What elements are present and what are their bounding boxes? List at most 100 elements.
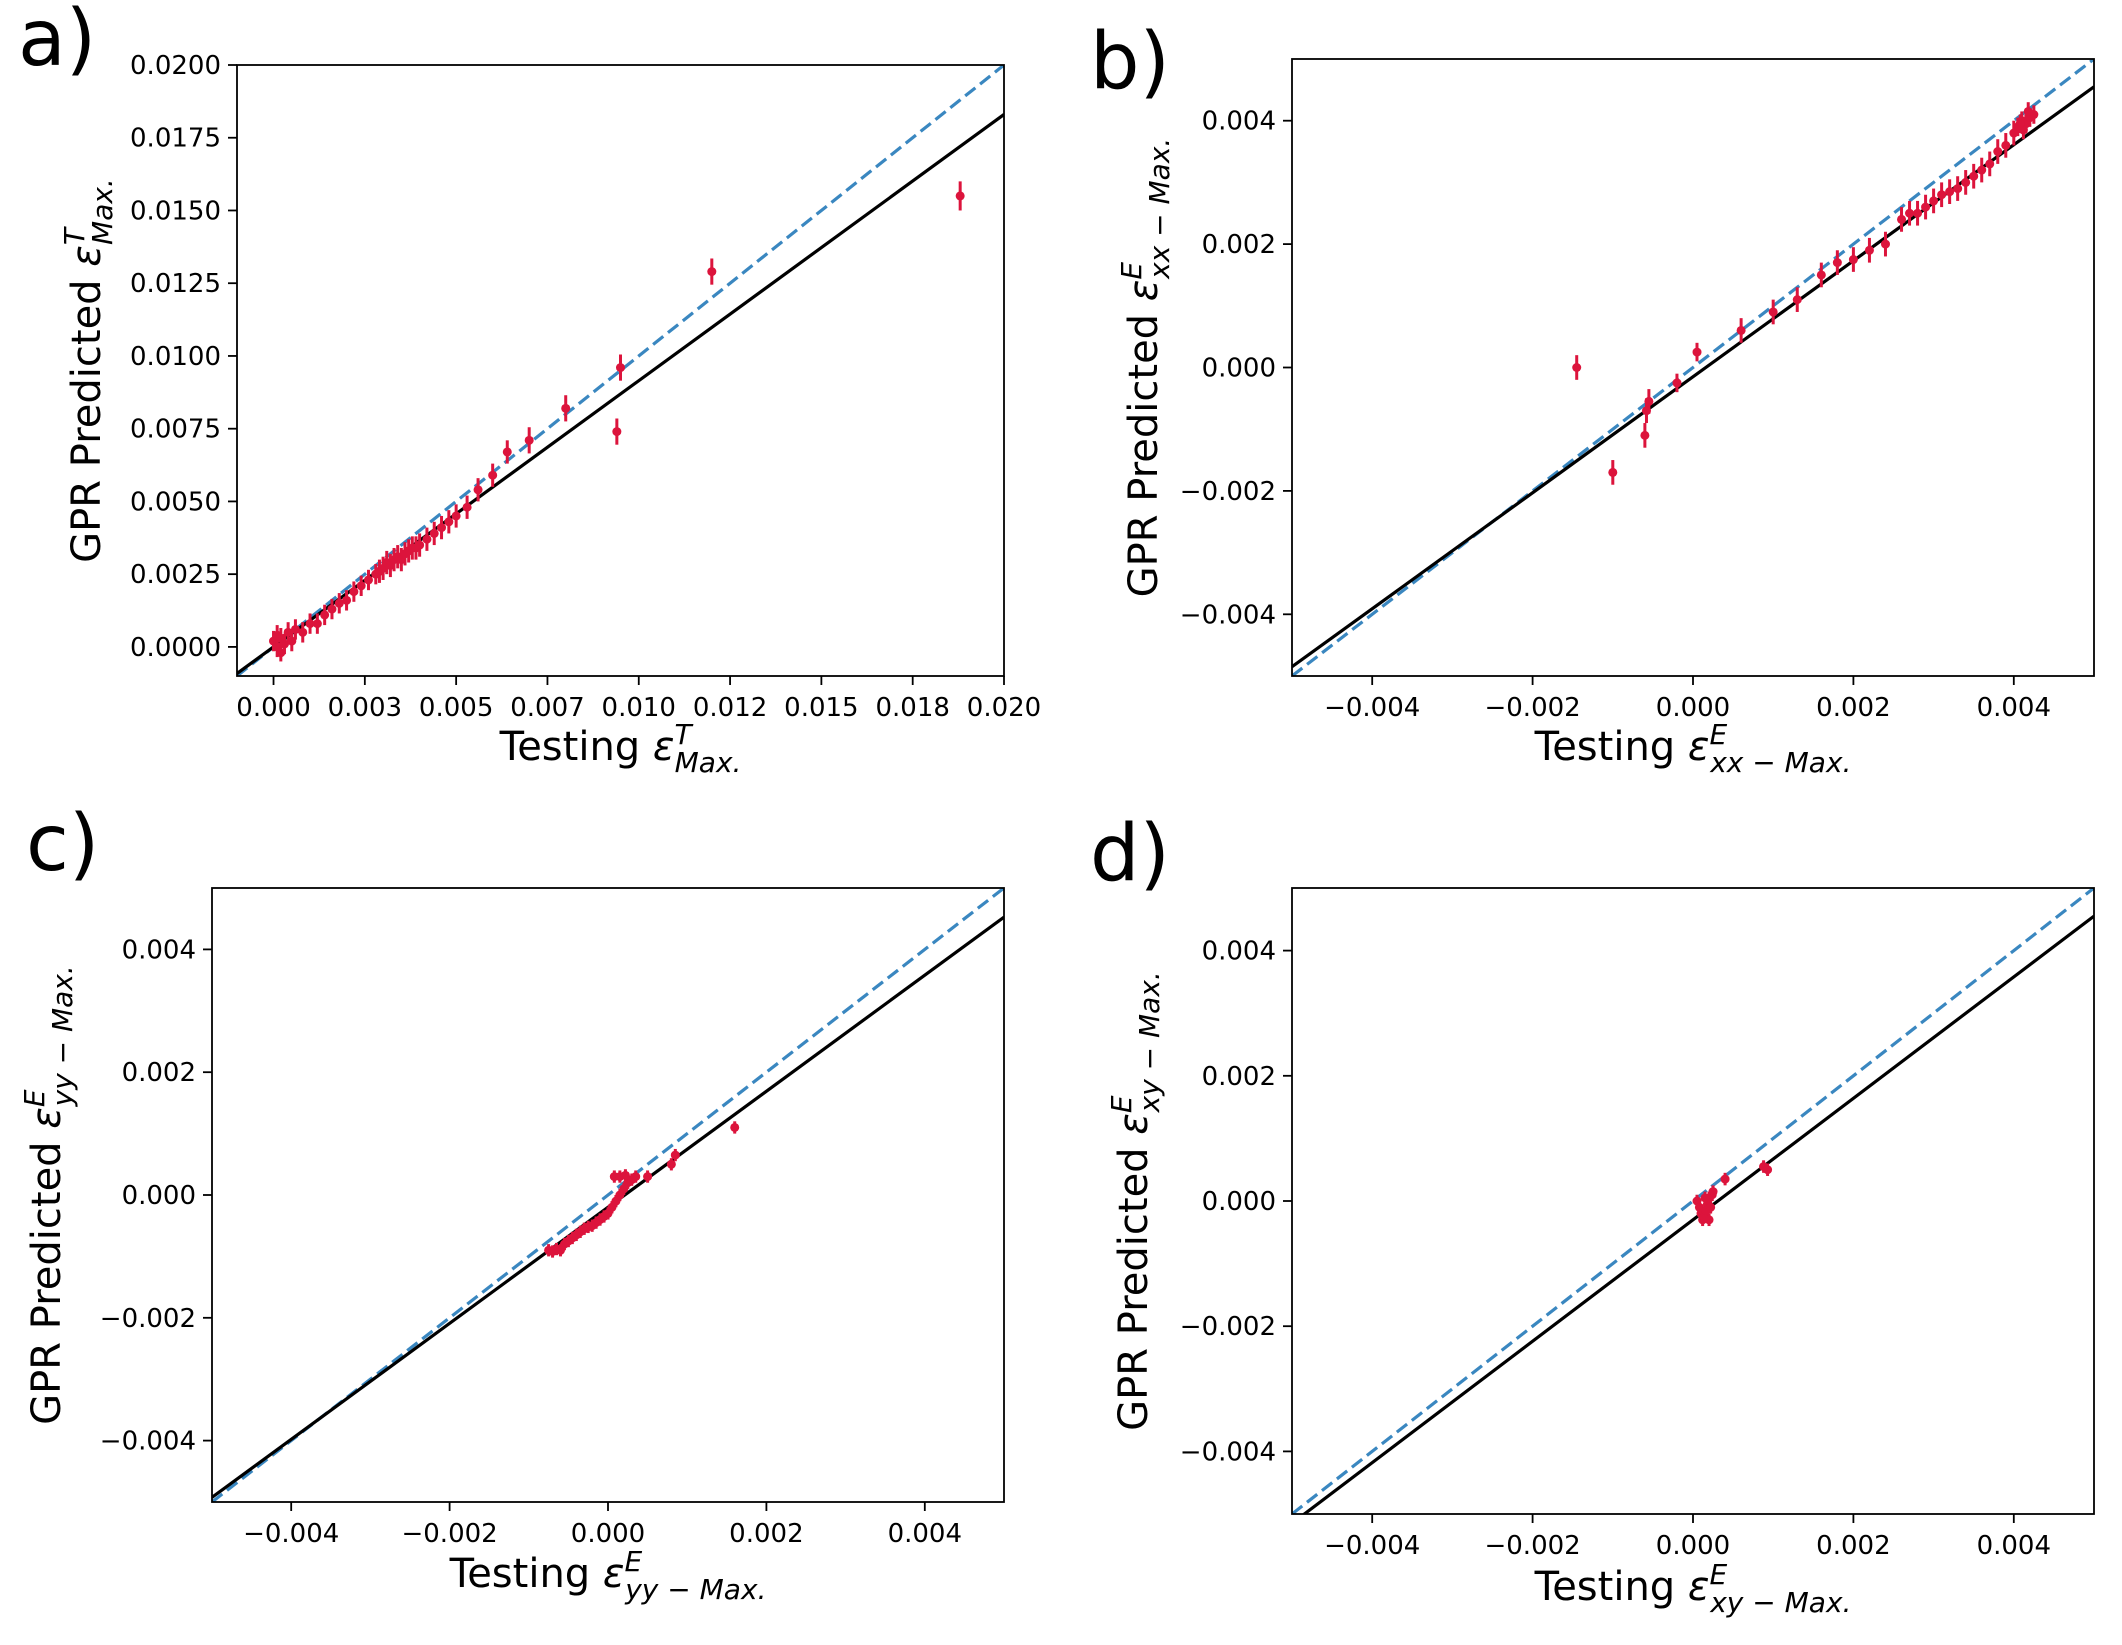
x-tick-label: 0.018: [875, 693, 949, 723]
data-point: [1985, 151, 1995, 177]
data-point: [1763, 1163, 1773, 1176]
y-axis-label-prefix: GPR Predicted: [24, 1129, 70, 1425]
x-tick-label: 0.000: [1656, 693, 1730, 723]
y-tick-label: −0.004: [1180, 1437, 1276, 1467]
x-axis-label: Testing εE xx − Max.: [1534, 718, 1852, 779]
data-point: [620, 1169, 630, 1182]
x-tick-label: −0.002: [1484, 693, 1580, 723]
x-axis-label: Testing εT Max.: [499, 718, 742, 779]
x-axis-label-superscript: T: [675, 718, 694, 751]
marker: [334, 598, 344, 608]
y-axis-label-prefix: GPR Predicted: [64, 267, 110, 563]
data-point: [349, 581, 359, 602]
data-point: [1864, 237, 1874, 263]
marker: [1708, 1187, 1718, 1197]
data-point: [290, 619, 300, 640]
x-axis-label-superscript: E: [625, 1545, 643, 1578]
marker: [524, 435, 534, 445]
data-point: [1945, 179, 1955, 204]
x-tick-label: 0.000: [571, 1519, 645, 1549]
data-point: [1848, 247, 1858, 272]
data-point: [1640, 423, 1650, 448]
y-axis-label-superscript: E: [1105, 1095, 1138, 1113]
marker: [1720, 1174, 1730, 1184]
marker: [670, 1150, 680, 1160]
y-axis-label-subscript: yy − Max.: [46, 965, 79, 1107]
marker: [2015, 119, 2025, 129]
marker: [327, 604, 337, 614]
axes-frame: [236, 64, 1005, 677]
data-point: [334, 593, 344, 614]
marker: [437, 523, 447, 533]
x-axis-label-prefix: Testing: [449, 1551, 603, 1597]
marker: [312, 619, 322, 629]
marker: [298, 627, 308, 637]
x-tick-label: −0.004: [1324, 693, 1420, 723]
y-tick-label: 0.0050: [130, 487, 221, 517]
x-tick-label: 0.004: [888, 1519, 962, 1549]
data-point: [612, 418, 622, 445]
data-point: [1644, 389, 1654, 414]
x-tick-label: 0.000: [236, 693, 310, 723]
marker: [1692, 347, 1702, 357]
x-tick-label: 0.015: [784, 693, 858, 723]
plot-area-c: [212, 888, 1004, 1502]
marker: [707, 267, 717, 277]
y-axis-label-superscript: E: [18, 1089, 51, 1107]
marker: [1848, 255, 1858, 265]
data-point: [1816, 262, 1826, 288]
data-point: [1905, 200, 1915, 226]
marker: [1937, 190, 1947, 200]
marker: [730, 1122, 740, 1132]
data-point: [616, 354, 625, 381]
marker: [1864, 245, 1874, 255]
data-point: [561, 395, 571, 422]
data-point: [1969, 163, 1979, 189]
marker: [666, 1159, 676, 1169]
marker: [1961, 177, 1971, 187]
y-tick-label: 0.000: [122, 1181, 196, 1211]
data-point: [502, 440, 512, 464]
y-axis-label-superscript: T: [58, 226, 91, 245]
marker: [422, 534, 432, 544]
marker: [502, 447, 512, 457]
marker: [1672, 378, 1682, 388]
y-tick-label: −0.004: [1180, 600, 1276, 630]
panel-letter-c: c): [26, 799, 99, 889]
data-point: [1706, 1201, 1716, 1214]
x-axis-label-subscript: Max.: [675, 746, 742, 779]
data-point: [1704, 1213, 1714, 1227]
data-point: [1929, 188, 1939, 214]
data-point: [1977, 157, 1987, 183]
y-axis-label-subscript: Max.: [86, 178, 119, 245]
marker: [1977, 165, 1987, 175]
x-tick-label: 0.003: [328, 693, 402, 723]
data-point: [327, 598, 337, 620]
data-point: [1897, 207, 1907, 232]
x-axis-label-symbol: ε: [1688, 1564, 1710, 1610]
data-point: [631, 1170, 641, 1183]
marker: [1640, 430, 1650, 440]
marker: [620, 1170, 630, 1180]
x-axis-label-superscript: E: [1710, 1558, 1728, 1591]
y-tick-label: 0.002: [1202, 230, 1276, 260]
y-tick-label: −0.002: [1180, 1312, 1276, 1342]
data-point: [1953, 176, 1963, 201]
data-point: [643, 1170, 653, 1183]
marker: [1993, 147, 2003, 157]
data-point: [1921, 194, 1931, 220]
x-tick-label: 0.012: [693, 693, 767, 723]
y-axis-label-subscript: xx − Max.: [1143, 138, 1176, 280]
data-point: [451, 504, 461, 528]
data-point: [363, 569, 373, 591]
marker: [561, 403, 571, 413]
panel-a: a) 0.000 0.003 0.005 0.007 0.010 0.012 0.015 0.…: [18, 0, 1041, 779]
y-tick-label: −0.004: [100, 1427, 196, 1457]
y-tick-label: 0.000: [1202, 354, 1276, 384]
marker: [955, 191, 965, 201]
data-point: [670, 1148, 680, 1162]
marker: [1921, 202, 1931, 212]
marker: [290, 624, 300, 634]
marker: [349, 587, 359, 597]
x-tick-label: 0.010: [602, 693, 676, 723]
